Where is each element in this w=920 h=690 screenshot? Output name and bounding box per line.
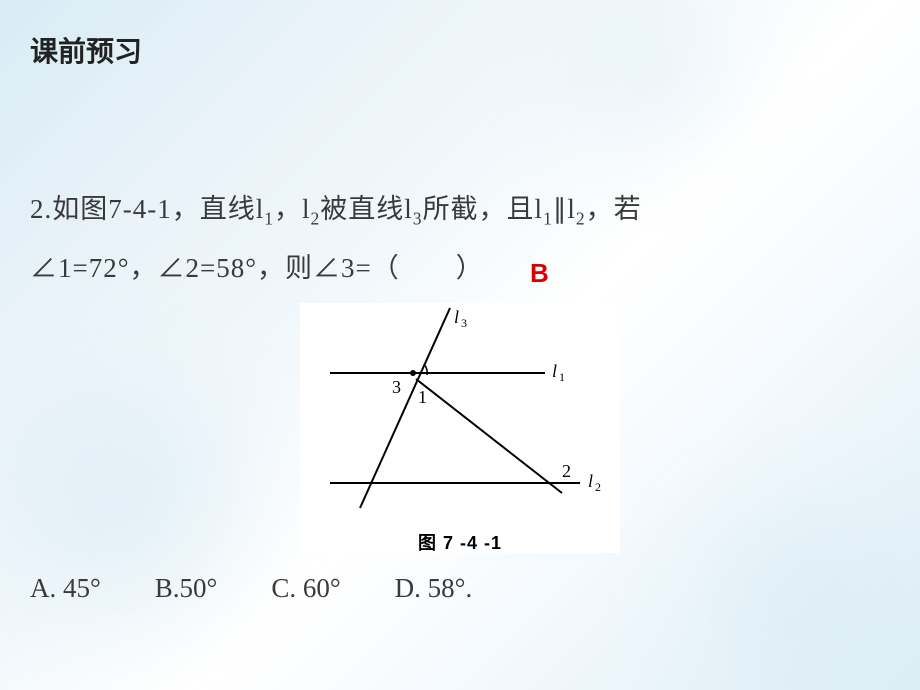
line-ray bbox=[416, 379, 562, 493]
section-title: 课前预习 bbox=[30, 30, 890, 70]
sub1: 1 bbox=[264, 208, 274, 228]
label-l3-sub: 3 bbox=[461, 316, 467, 330]
t3: 被直线l bbox=[320, 194, 413, 224]
label-l2-sub: 2 bbox=[595, 480, 601, 494]
option-a: A. 45° bbox=[30, 573, 101, 603]
label-l2: l bbox=[588, 471, 593, 491]
problem-line-2: ∠1=72°，∠2=58°，则∠3=（ ） bbox=[30, 253, 484, 283]
figure-svg: l 3 l 1 l 2 3 1 2 bbox=[300, 303, 620, 523]
answer-letter: B bbox=[530, 245, 550, 302]
sub4: 1 bbox=[543, 208, 553, 228]
sub3: 3 bbox=[413, 208, 423, 228]
problem-text: 2.如图7-4-1，直线l1，l2被直线l3所截，且l1∥l2，若 ∠1=72°… bbox=[30, 180, 890, 299]
option-d: D. 58°. bbox=[395, 573, 473, 603]
problem-line-2-row: ∠1=72°，∠2=58°，则∠3=（ ） B bbox=[30, 239, 890, 298]
t2: ，l bbox=[274, 194, 311, 224]
sub2: 2 bbox=[311, 208, 321, 228]
t4: 所截，且l bbox=[423, 194, 544, 224]
option-b: B.50° bbox=[155, 573, 218, 603]
gap2 bbox=[217, 573, 271, 603]
figure-caption: 图 7 -4 -1 bbox=[300, 529, 620, 555]
gap3 bbox=[341, 573, 395, 603]
option-c: C. 60° bbox=[271, 573, 340, 603]
intersection-point bbox=[410, 370, 416, 376]
line-l3 bbox=[360, 308, 450, 508]
t1: 2.如图7-4-1，直线l bbox=[30, 194, 264, 224]
label-l1-sub: 1 bbox=[559, 370, 565, 384]
figure: l 3 l 1 l 2 3 1 2 图 7 -4 -1 bbox=[300, 303, 620, 553]
problem-line-1: 2.如图7-4-1，直线l1，l2被直线l3所截，且l1∥l2，若 bbox=[30, 180, 890, 239]
angle-3: 3 bbox=[392, 377, 401, 397]
sub5: 2 bbox=[576, 208, 586, 228]
options-row: A. 45° B.50° C. 60° D. 58°. bbox=[30, 573, 890, 604]
t6: ，若 bbox=[586, 194, 642, 224]
gap1 bbox=[101, 573, 155, 603]
label-l3: l bbox=[454, 307, 459, 327]
angle-1: 1 bbox=[418, 387, 427, 407]
t5: ∥l bbox=[553, 194, 576, 224]
slide: 课前预习 2.如图7-4-1，直线l1，l2被直线l3所截，且l1∥l2，若 ∠… bbox=[0, 0, 920, 690]
label-l1: l bbox=[552, 361, 557, 381]
angle-2: 2 bbox=[562, 461, 571, 481]
